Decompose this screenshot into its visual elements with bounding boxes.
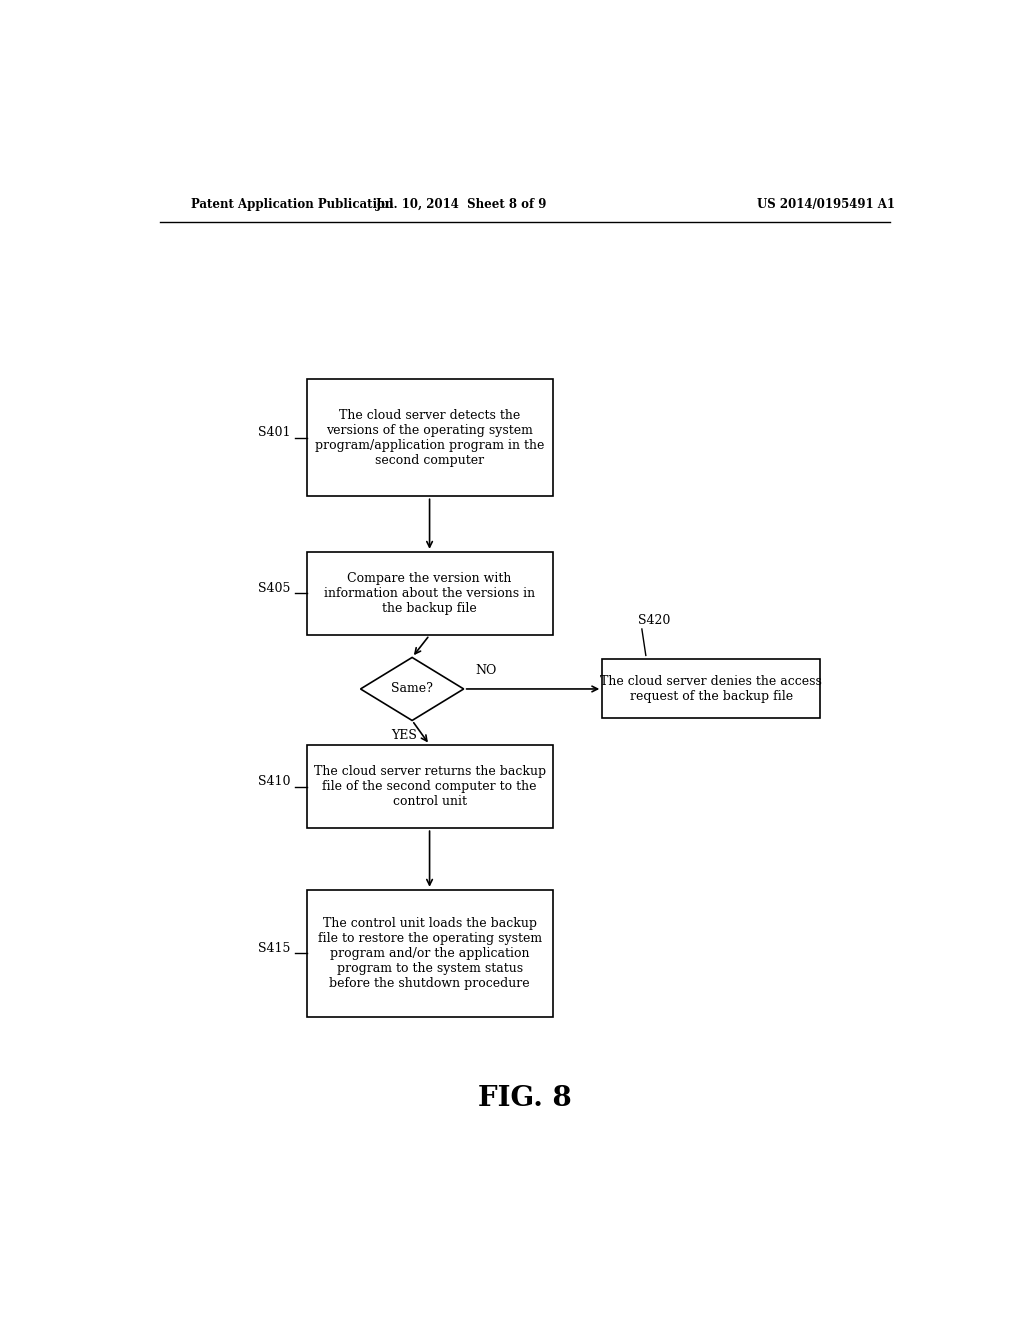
FancyBboxPatch shape xyxy=(306,744,553,828)
Text: The cloud server denies the access
request of the backup file: The cloud server denies the access reque… xyxy=(600,675,822,704)
Text: Patent Application Publication: Patent Application Publication xyxy=(191,198,394,211)
FancyBboxPatch shape xyxy=(602,660,820,718)
Text: S420: S420 xyxy=(638,614,671,627)
Text: The cloud server returns the backup
file of the second computer to the
control u: The cloud server returns the backup file… xyxy=(313,766,546,808)
Text: S415: S415 xyxy=(258,941,291,954)
Text: Compare the version with
information about the versions in
the backup file: Compare the version with information abo… xyxy=(324,572,536,615)
FancyBboxPatch shape xyxy=(306,890,553,1016)
Text: Jul. 10, 2014  Sheet 8 of 9: Jul. 10, 2014 Sheet 8 of 9 xyxy=(376,198,547,211)
FancyBboxPatch shape xyxy=(306,379,553,496)
Text: US 2014/0195491 A1: US 2014/0195491 A1 xyxy=(758,198,895,211)
Polygon shape xyxy=(360,657,464,721)
Text: Same?: Same? xyxy=(391,682,433,696)
Text: S410: S410 xyxy=(258,775,291,788)
Text: S405: S405 xyxy=(258,582,291,595)
Text: FIG. 8: FIG. 8 xyxy=(478,1085,571,1111)
FancyBboxPatch shape xyxy=(306,552,553,635)
Text: YES: YES xyxy=(391,729,417,742)
Text: The cloud server detects the
versions of the operating system
program/applicatio: The cloud server detects the versions of… xyxy=(315,409,544,467)
Text: S401: S401 xyxy=(258,426,291,440)
Text: NO: NO xyxy=(475,664,497,677)
Text: The control unit loads the backup
file to restore the operating system
program a: The control unit loads the backup file t… xyxy=(317,916,542,990)
